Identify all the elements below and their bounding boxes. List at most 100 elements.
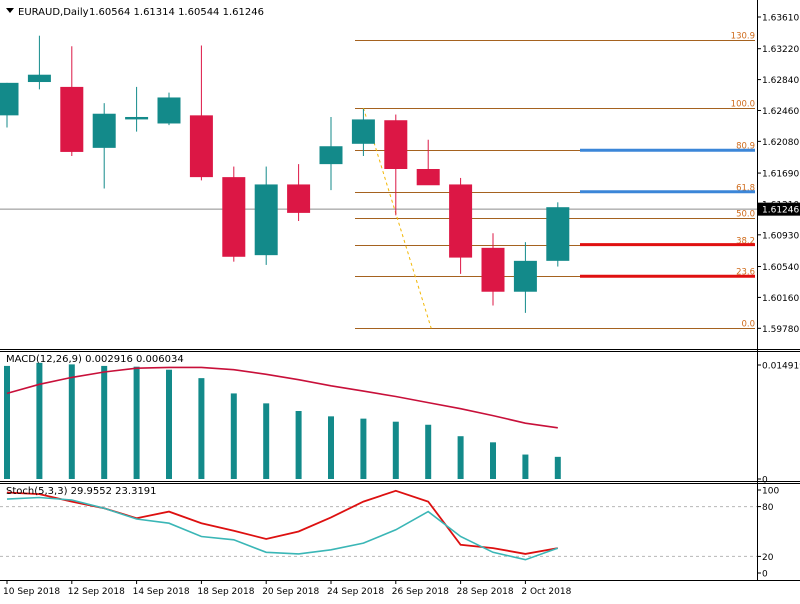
time-axis-label: 24 Sep 2018 <box>327 587 384 597</box>
current-price-text: 1.61246 <box>762 206 799 216</box>
macd-bar <box>554 456 561 479</box>
candle[interactable] <box>351 108 375 156</box>
stoch-main-line <box>6 496 559 561</box>
stoch-axis-label: 0 <box>762 570 768 580</box>
time-axis-label: 28 Sep 2018 <box>457 587 514 597</box>
time-axis-label: 20 Sep 2018 <box>262 587 319 597</box>
macd-bar <box>36 362 43 479</box>
candle-body <box>481 247 505 292</box>
fib-level-label: 38.2 <box>736 237 755 247</box>
symbol-dropdown-icon[interactable] <box>6 8 14 13</box>
fib-level-label: 80.9 <box>736 142 755 152</box>
candle-body <box>254 184 278 256</box>
stoch-pane[interactable]: 100 80 20 0 <box>0 487 779 580</box>
candle-body <box>157 97 181 124</box>
price-axis-label: 1.62840 <box>762 76 799 86</box>
candle-body <box>449 184 473 258</box>
price-axis-label: 1.62080 <box>762 138 799 148</box>
macd-axis-label: 0.014919 <box>762 362 800 372</box>
stoch-label: Stoch(5,3,3) 29.9552 23.3191 <box>6 486 157 497</box>
macd-label: MACD(12,26,9) 0.002916 0.006034 <box>6 354 184 365</box>
candle[interactable] <box>27 35 51 90</box>
candle[interactable] <box>60 46 84 156</box>
candle-body <box>92 113 116 148</box>
macd-bar <box>392 421 399 479</box>
macd-axis-label: 0 <box>762 476 768 486</box>
macd-bar <box>490 442 496 479</box>
candle[interactable] <box>0 82 19 128</box>
price-axis-label: 1.60540 <box>762 263 799 273</box>
fib-level-label: 130.9 <box>731 32 755 42</box>
fib-level-label: 61.8 <box>736 184 755 194</box>
candle-body <box>287 184 311 213</box>
time-axis-label: 2 Oct 2018 <box>521 587 571 597</box>
macd-bar <box>101 365 108 479</box>
candle[interactable] <box>125 86 149 132</box>
macd-bar <box>328 416 334 479</box>
candle-body <box>60 86 84 152</box>
candle-body <box>416 168 440 186</box>
macd-bar <box>457 436 464 479</box>
macd-bar <box>295 410 302 479</box>
stoch-axis-label: 80 <box>762 503 774 513</box>
candle[interactable] <box>481 233 505 306</box>
macd-bar <box>522 454 529 479</box>
price-axis-label: 1.60930 <box>762 231 799 241</box>
candle-body <box>384 120 408 169</box>
time-axis-label: 12 Sep 2018 <box>68 587 125 597</box>
time-axis-label: 18 Sep 2018 <box>197 587 254 597</box>
macd-bar <box>4 365 10 479</box>
candle[interactable] <box>92 103 116 189</box>
candle[interactable] <box>222 166 246 262</box>
candle[interactable] <box>546 202 570 267</box>
candle-body <box>27 74 51 83</box>
candle-body <box>513 260 537 292</box>
fib-level-label: 23.6 <box>736 268 755 278</box>
current-price-marker <box>757 202 800 216</box>
macd-pane[interactable]: 0.014919 0 <box>4 362 800 486</box>
candle[interactable] <box>189 45 213 181</box>
candle[interactable] <box>449 177 473 274</box>
price-pane[interactable]: 1.63610 1.63220 1.62840 1.62460 1.62080 1.616… <box>0 14 800 335</box>
time-axis-label: 10 Sep 2018 <box>3 587 60 597</box>
macd-bar <box>425 424 432 479</box>
ohlc-readout: 1.60564 1.61314 1.60544 1.61246 <box>89 7 264 18</box>
pane-labels: EURAUD,Daily 1.60564 1.61314 1.60544 1.6… <box>6 7 264 497</box>
price-axis-label: 1.63220 <box>762 45 799 55</box>
candle[interactable] <box>254 166 278 265</box>
time-axis-label: 26 Sep 2018 <box>392 587 449 597</box>
fib-level-label: 50.0 <box>736 210 755 220</box>
candle[interactable] <box>157 92 181 126</box>
price-axis-label: 1.63610 <box>762 14 799 24</box>
fib-level-label: 100.0 <box>731 100 755 110</box>
chart-symbol-label: EURAUD,Daily <box>18 7 89 18</box>
candle-body <box>319 146 343 165</box>
macd-bar <box>68 364 75 479</box>
candle[interactable] <box>416 139 440 186</box>
candle[interactable] <box>513 242 537 313</box>
time-axis-label: 14 Sep 2018 <box>133 587 190 597</box>
pane-frames <box>0 0 800 581</box>
macd-bar <box>263 403 270 479</box>
candle[interactable] <box>287 164 311 222</box>
macd-bar <box>230 393 237 479</box>
macd-bar <box>360 418 367 479</box>
candle-body <box>189 115 213 178</box>
price-axis-label: 1.62460 <box>762 107 799 117</box>
candle-body <box>351 119 375 144</box>
stoch-axis-label: 20 <box>762 553 774 563</box>
candle-body <box>546 207 570 261</box>
price-axis-label: 1.61690 <box>762 170 799 180</box>
candle-body <box>125 116 149 120</box>
macd-bar <box>133 366 140 479</box>
stoch-axis-label: 100 <box>762 487 779 497</box>
candle-body <box>222 177 246 257</box>
candle[interactable] <box>319 116 343 191</box>
fib-trendline[interactable] <box>362 107 432 329</box>
fib-level-label: 0.0 <box>741 320 755 330</box>
candle[interactable] <box>384 114 408 216</box>
macd-bar <box>166 369 172 479</box>
